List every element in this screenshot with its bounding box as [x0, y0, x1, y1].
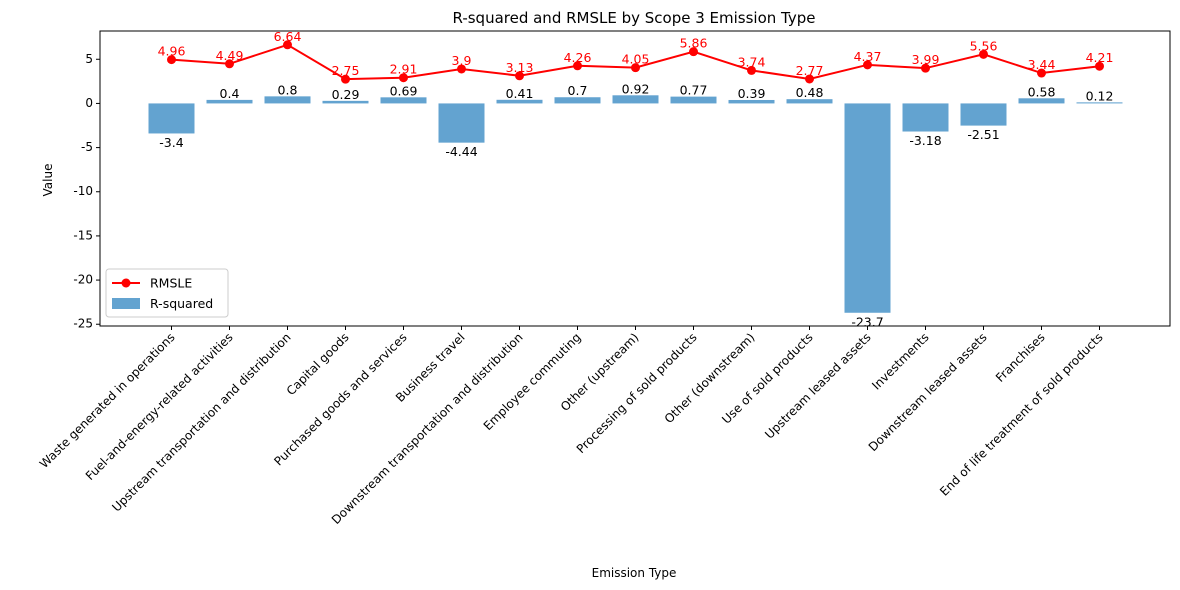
- rmsle-point: [515, 71, 524, 81]
- y-tick-label: 0: [85, 96, 93, 110]
- bar-rsquared: [786, 99, 833, 104]
- bar-value-label: 0.92: [622, 81, 650, 96]
- bar-rsquared: [1018, 98, 1065, 104]
- plot-frame: [99, 30, 1171, 327]
- rmsle-value-label: 2.75: [332, 63, 360, 78]
- bar-value-label: 0.7: [568, 83, 588, 98]
- y-tick-label: 5: [85, 52, 93, 66]
- rmsle-value-label: 2.77: [796, 63, 824, 78]
- bar-rsquared: [844, 103, 891, 313]
- bar-value-label: 0.58: [1028, 84, 1056, 99]
- bar-value-label: -3.4: [159, 135, 183, 150]
- rmsle-value-label: 4.37: [854, 49, 882, 64]
- rmsle-point: [747, 65, 756, 75]
- rmsle-value-label: 5.86: [680, 36, 708, 51]
- bar-rsquared: [148, 103, 195, 134]
- y-tick-label: -15: [73, 228, 93, 242]
- bar-value-label: 0.4: [220, 86, 240, 101]
- bar-value-label: 0.39: [738, 86, 766, 101]
- bar-value-label: -4.44: [445, 144, 477, 159]
- rmsle-value-label: 5.56: [970, 38, 998, 53]
- rmsle-value-label: 3.44: [1028, 57, 1056, 72]
- bar-value-label: 0.29: [332, 87, 360, 102]
- legend-marker-swatch: [121, 278, 131, 288]
- legend: RMSLE R-squared: [105, 268, 229, 318]
- rmsle-point: [631, 63, 640, 73]
- rmsle-point: [689, 47, 698, 57]
- bar-value-label: -2.51: [967, 127, 999, 142]
- rmsle-value-label: 2.91: [390, 62, 418, 77]
- x-tick-label: Franchises: [993, 330, 1048, 385]
- x-tick-label: Upstream leased assets: [762, 330, 873, 441]
- bar-rsquared: [438, 103, 485, 143]
- bar-rsquared: [264, 96, 311, 104]
- rmsle-point: [225, 59, 234, 69]
- rmsle-point: [457, 64, 466, 74]
- rmsle-value-label: 3.74: [738, 54, 766, 69]
- bar-value-label: 0.69: [390, 83, 418, 98]
- legend-label-rmsle: RMSLE: [150, 276, 192, 291]
- rmsle-value-label: 4.96: [158, 44, 186, 59]
- rmsle-value-label: 4.26: [564, 50, 592, 65]
- rmsle-point: [573, 61, 582, 71]
- rmsle-point: [805, 74, 814, 84]
- rmsle-point: [1037, 68, 1046, 78]
- bar-value-label: 0.48: [796, 85, 824, 100]
- data-labels: -3.4 0.4 0.8 0.29 0.69 -4.44 0.41 0.7 0.92 0.77 0.…: [158, 29, 1114, 330]
- bar-rsquared: [206, 99, 253, 104]
- bar-rsquared: [612, 95, 659, 104]
- rmsle-point: [1095, 61, 1104, 71]
- rmsle-value-label: 3.9: [452, 53, 472, 68]
- chart-title: R-squared and RMSLE by Scope 3 Emission …: [453, 9, 816, 27]
- rmsle-value-label: 4.49: [216, 48, 244, 63]
- bar-rsquared: [670, 96, 717, 104]
- y-tick-label: -5: [81, 140, 93, 154]
- x-tick-label: Downstream leased assets: [866, 330, 990, 454]
- rmsle-value-label: 4.21: [1086, 50, 1114, 65]
- bar-value-label: -3.18: [909, 133, 941, 148]
- bar-rsquared: [1076, 102, 1123, 104]
- bar-value-label: 0.41: [506, 86, 534, 101]
- bar-value-label: 0.8: [278, 82, 298, 97]
- rmsle-point: [341, 74, 350, 84]
- bar-rsquared: [380, 97, 427, 104]
- bar-rsquared: [902, 103, 949, 132]
- x-tick-label: Processing of sold products: [574, 330, 700, 456]
- line-series: [167, 40, 1104, 84]
- bar-rsquared: [554, 97, 601, 104]
- rmsle-point: [863, 60, 872, 70]
- rmsle-value-label: 3.13: [506, 60, 534, 75]
- rmsle-point: [167, 55, 176, 65]
- rmsle-point: [283, 40, 292, 50]
- rmsle-point: [921, 63, 930, 73]
- legend-label-rsquared: R-squared: [150, 296, 213, 311]
- rmsle-point: [399, 73, 408, 83]
- bar-value-label: 0.77: [680, 83, 708, 98]
- x-axis-label: Emission Type: [592, 566, 677, 580]
- rmsle-value-label: 6.64: [274, 29, 302, 44]
- y-tick-label: -25: [73, 317, 93, 331]
- bar-rsquared: [496, 99, 543, 104]
- x-tick-label: Employee commuting: [481, 330, 584, 433]
- rmsle-point: [979, 49, 988, 59]
- bar-value-label: 0.12: [1086, 88, 1114, 103]
- bar-rsquared: [960, 103, 1007, 126]
- x-tick-label: Investments: [869, 330, 931, 392]
- y-tick-label: -10: [73, 184, 93, 198]
- rmsle-value-label: 3.99: [912, 52, 940, 67]
- rmsle-value-label: 4.05: [622, 52, 650, 67]
- y-axis-label: Value: [41, 164, 55, 197]
- bar-rsquared: [728, 99, 775, 104]
- bar-series: [148, 95, 1123, 313]
- y-tick-label: -20: [73, 273, 93, 287]
- bar-rsquared: [322, 100, 369, 104]
- legend-bar-swatch: [112, 298, 140, 309]
